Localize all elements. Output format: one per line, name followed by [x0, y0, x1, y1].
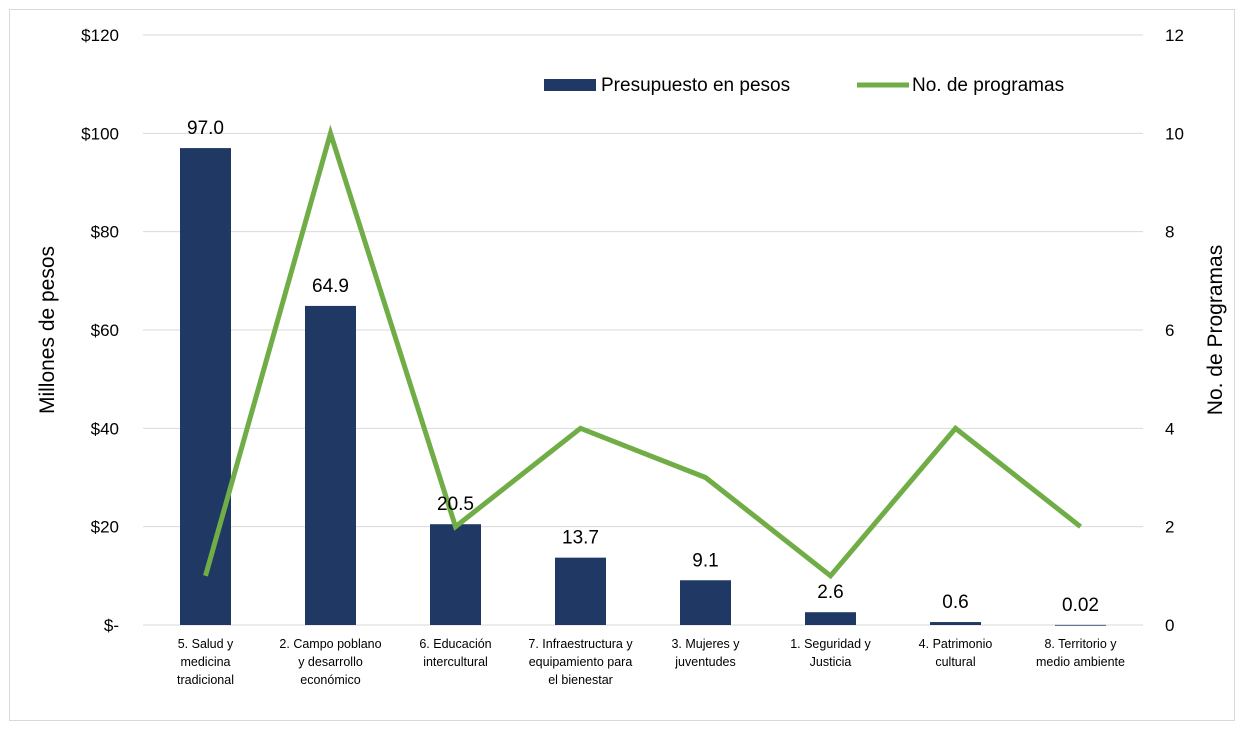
bar	[555, 557, 606, 625]
category-label-line: 3. Mujeres y	[671, 637, 740, 651]
category-label: 4. Patrimonio cultural	[919, 637, 993, 669]
bar-value-label: 13.7	[562, 528, 599, 549]
category-label: 2. Campo poblano y desarrollo económico	[279, 637, 381, 687]
left-tick-label: $40	[91, 419, 119, 438]
legend-label-budget: Presupuesto en pesos	[601, 75, 790, 96]
left-tick-label: $-	[104, 616, 119, 635]
category-label-line: 7. Infraestructura y	[528, 637, 633, 651]
category-label-line: 6. Educación	[419, 637, 491, 651]
bar-value-label: 20.5	[437, 494, 474, 515]
right-tick-label: 2	[1165, 518, 1174, 537]
bar	[680, 580, 731, 625]
category-label-line: y desarrollo	[298, 655, 363, 669]
line-series	[203, 124, 1083, 580]
bar-series	[180, 148, 1106, 626]
bar	[305, 305, 356, 625]
bar	[180, 148, 231, 626]
category-label-line: económico	[300, 673, 360, 687]
left-axis-ticks: $- $20 $40 $60 $80 $100 $120	[81, 26, 119, 635]
right-tick-label: 4	[1165, 419, 1174, 438]
left-axis-title: Millones de pesos	[36, 246, 59, 414]
category-label-line: tradicional	[177, 673, 234, 687]
category-label-line: 2. Campo poblano	[279, 637, 381, 651]
bar-value-label: 2.6	[817, 582, 843, 603]
category-label: 3. Mujeres y juventudes	[671, 637, 740, 669]
legend-swatch-budget	[544, 79, 596, 91]
right-axis-title: No. de Programas	[1204, 245, 1227, 415]
bar	[930, 622, 981, 625]
bar-value-label: 0.6	[942, 592, 968, 613]
bar	[1055, 624, 1106, 626]
category-label: 8. Territorio y medio ambiente	[1036, 637, 1125, 669]
right-tick-label: 10	[1165, 124, 1184, 143]
bar	[805, 612, 856, 625]
category-label-line: medicina	[180, 655, 230, 669]
right-tick-label: 8	[1165, 223, 1174, 242]
left-tick-label: $20	[91, 518, 119, 537]
left-tick-label: $100	[81, 124, 119, 143]
bar-value-label: 9.1	[692, 550, 718, 571]
legend-label-programs: No. de programas	[912, 75, 1064, 96]
left-tick-label: $60	[91, 321, 119, 340]
category-label-line: el bienestar	[548, 673, 613, 687]
right-tick-label: 0	[1165, 616, 1174, 635]
left-tick-label: $80	[91, 223, 119, 242]
category-label: 6. Educación intercultural	[419, 637, 491, 669]
category-label-line: equipamiento para	[529, 655, 633, 669]
category-label-line: Justicia	[810, 655, 852, 669]
bar-value-label: 0.02	[1062, 595, 1099, 616]
category-labels: 5. Salud y medicina tradicional 2. Campo po…	[177, 637, 1125, 687]
programs-line	[203, 124, 1083, 580]
right-tick-label: 6	[1165, 321, 1174, 340]
category-label-line: juventudes	[674, 655, 735, 669]
category-label: 7. Infraestructura y equipamiento para el …	[528, 637, 633, 687]
category-label: 5. Salud y medicina tradicional	[177, 637, 234, 687]
category-label-line: 8. Territorio y	[1044, 637, 1117, 651]
category-label-line: 1. Seguridad y	[790, 637, 871, 651]
bar-value-label: 97.0	[187, 118, 224, 139]
category-label-line: 5. Salud y	[178, 637, 234, 651]
category-label-line: medio ambiente	[1036, 655, 1125, 669]
category-label: 1. Seguridad y Justicia	[790, 637, 871, 669]
category-label-line: 4. Patrimonio	[919, 637, 993, 651]
bar-value-label: 64.9	[312, 276, 349, 297]
legend: Presupuesto en pesos No. de programas	[544, 75, 1064, 96]
category-label-line: cultural	[935, 655, 975, 669]
category-label-line: intercultural	[423, 655, 488, 669]
right-axis-ticks: 0 2 4 6 8 10 12	[1165, 26, 1184, 635]
right-tick-label: 12	[1165, 26, 1184, 45]
data-labels: 97.0 64.9 20.5 13.7 9.1 2.6 0.6 0.02	[187, 118, 1099, 616]
bar	[430, 524, 481, 625]
left-tick-label: $120	[81, 26, 119, 45]
gridlines	[143, 34, 1143, 626]
